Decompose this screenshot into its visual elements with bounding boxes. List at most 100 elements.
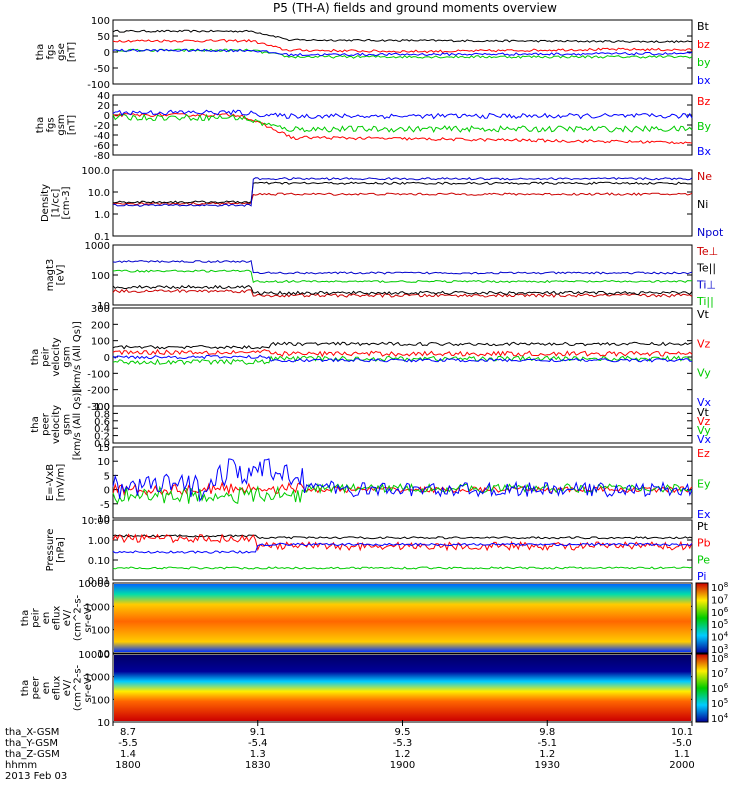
y-tick-label: 100	[91, 626, 110, 637]
y-axis-label-line: [cm-3]	[61, 186, 72, 219]
panel-frame	[112, 169, 693, 237]
y-tick-label: 10	[97, 649, 110, 660]
legend-entry: Npot	[697, 226, 724, 239]
series-line-Ti||	[112, 269, 693, 284]
colorbar-label: 107	[711, 667, 728, 680]
colorbar-base: 10	[711, 583, 724, 594]
y-axis-label: thapeirenefluxeV/(cm^2-s-sr-eV)	[20, 594, 94, 641]
colorbar-base: 10	[711, 699, 724, 710]
panel-frame	[112, 582, 693, 654]
x-tick-label-z: 1.1	[674, 749, 690, 760]
legend-entry: Pe	[697, 553, 710, 566]
colorbar	[695, 653, 709, 723]
colorbar-exp: 3	[724, 643, 728, 651]
y-axis-label-line: sr-eV)	[83, 603, 94, 632]
y-tick-label: -80	[94, 151, 110, 162]
colorbar-label: 105	[711, 697, 728, 710]
y-axis-label-line: sr-eV)	[83, 673, 94, 702]
y-tick-label: 1.00	[88, 536, 110, 547]
y-axis-label-line: eflux	[52, 606, 63, 631]
y-axis-label-line: velocity	[51, 337, 62, 376]
colorbar-label: 103	[711, 643, 728, 656]
series-line-Vz	[112, 348, 693, 358]
legend-entry: Ne	[697, 170, 712, 183]
y-tick-label: 100	[91, 695, 110, 706]
y-axis-label-line: peir	[41, 346, 52, 366]
x-row-label: tha_X-GSM	[5, 727, 59, 738]
panel-pressure: Pressure[nPa] 10.00 1.00 0.10 0.01 Pt Pb Pe Pi	[45, 516, 711, 587]
y-axis-label-line: [nT]	[67, 42, 78, 62]
colorbar-label: 108	[711, 652, 728, 665]
y-axis-label-line: fgs	[46, 117, 57, 132]
series-line-Vy	[112, 355, 693, 366]
legend-entry: Ni	[697, 198, 708, 211]
x-row-label: tha_Y-GSM	[5, 738, 58, 749]
series-line-Te||	[112, 284, 693, 296]
panel-efield: E=-VxB[mV/m] 15 10 5 0 -5 -10 Ez Ey Ex	[45, 443, 711, 525]
series-line-Ni	[112, 181, 693, 204]
y-tick-label: 1000	[85, 241, 110, 252]
colorbar-label: 107	[711, 593, 728, 606]
y-tick-label: 50	[97, 32, 110, 43]
colorbar-exp: 4	[724, 712, 729, 720]
y-axis-label-line: [nPa]	[56, 537, 67, 563]
legend-entry: Pb	[697, 537, 711, 550]
legend-entry: Pi	[697, 570, 706, 583]
x-row-label: tha_Z-GSM	[5, 749, 60, 760]
panel-peer-velocity: thapeervelocitygsm[km/s (All Qs)] 1.00.80…	[30, 389, 712, 461]
x-tick-label-x: 9.1	[250, 727, 266, 738]
legend-entry: Bz	[697, 95, 711, 108]
series-line-bx	[112, 48, 693, 57]
y-axis-label-line: eV/	[62, 609, 73, 626]
x-tick-label-t: 1830	[245, 760, 270, 771]
legend-entry: Ex	[697, 508, 711, 521]
y-tick-label: 1000	[85, 602, 110, 613]
colorbar-label: 104	[711, 631, 729, 644]
y-tick-label: 0.1	[94, 232, 110, 243]
y-axis-label: thapeerenefluxeV/(cm^2-s-sr-eV)	[20, 664, 94, 711]
panel-fgs-gse: thafgsgse[nT] 100 50 0 -50 -100 Bt bz by bx	[35, 16, 711, 91]
colorbar-exp: 6	[724, 606, 729, 614]
y-axis-label: E=-VxB[mV/m]	[45, 464, 67, 502]
x-row-label: hhmm	[5, 760, 37, 771]
x-tick-label-x: 10.1	[671, 727, 693, 738]
y-tick-label: 0.6	[94, 417, 110, 428]
y-tick-label: 40	[97, 91, 110, 102]
colorbar-base: 10	[711, 595, 724, 606]
x-tick-label-x: 9.5	[395, 727, 411, 738]
x-tick-label-y: -5.3	[393, 738, 413, 749]
y-axis-label: thapeervelocitygsm[km/s (All Qs)]	[30, 389, 83, 461]
y-axis-label-line: Density	[40, 184, 51, 222]
y-tick-label: 100.0	[81, 166, 110, 177]
legend-entry: Vy	[697, 367, 711, 380]
y-axis-label-line: tha	[35, 44, 46, 60]
x-tick-label-z: 1.4	[120, 749, 136, 760]
colorbar-base: 10	[711, 620, 724, 631]
y-tick-label: 100	[91, 337, 110, 348]
y-tick-label: 0	[104, 111, 110, 122]
series-line-Pi	[112, 542, 693, 554]
legend-entry: Pt	[697, 520, 709, 533]
y-tick-label: 10000	[78, 650, 110, 661]
legend-entry: Te⊥	[696, 245, 718, 258]
colorbar-label: 105	[711, 618, 728, 631]
x-tick-label-x: 9.8	[539, 727, 555, 738]
series-line-Npot	[113, 177, 693, 207]
legend-entry: Bx	[697, 145, 712, 158]
colorbar-exp: 7	[724, 593, 728, 601]
legend-entry: Bt	[697, 20, 710, 33]
y-tick-label: 5	[104, 471, 110, 482]
colorbar-exp: 8	[724, 581, 728, 589]
y-tick-label: -100	[87, 80, 110, 91]
series-line-Pt	[112, 534, 693, 540]
series-line-Ne	[112, 192, 693, 206]
panel-frame	[112, 19, 693, 85]
series-line-bz	[112, 38, 693, 54]
panel-temperature: magt3[eV] 1000 100 10 Te⊥ Te|| Ti⊥ Ti||	[45, 241, 718, 312]
y-tick-label: -60	[94, 141, 110, 152]
y-axis-label-line: tha	[30, 416, 41, 432]
y-tick-label: 1000	[85, 673, 110, 684]
panel-frame	[112, 519, 693, 581]
